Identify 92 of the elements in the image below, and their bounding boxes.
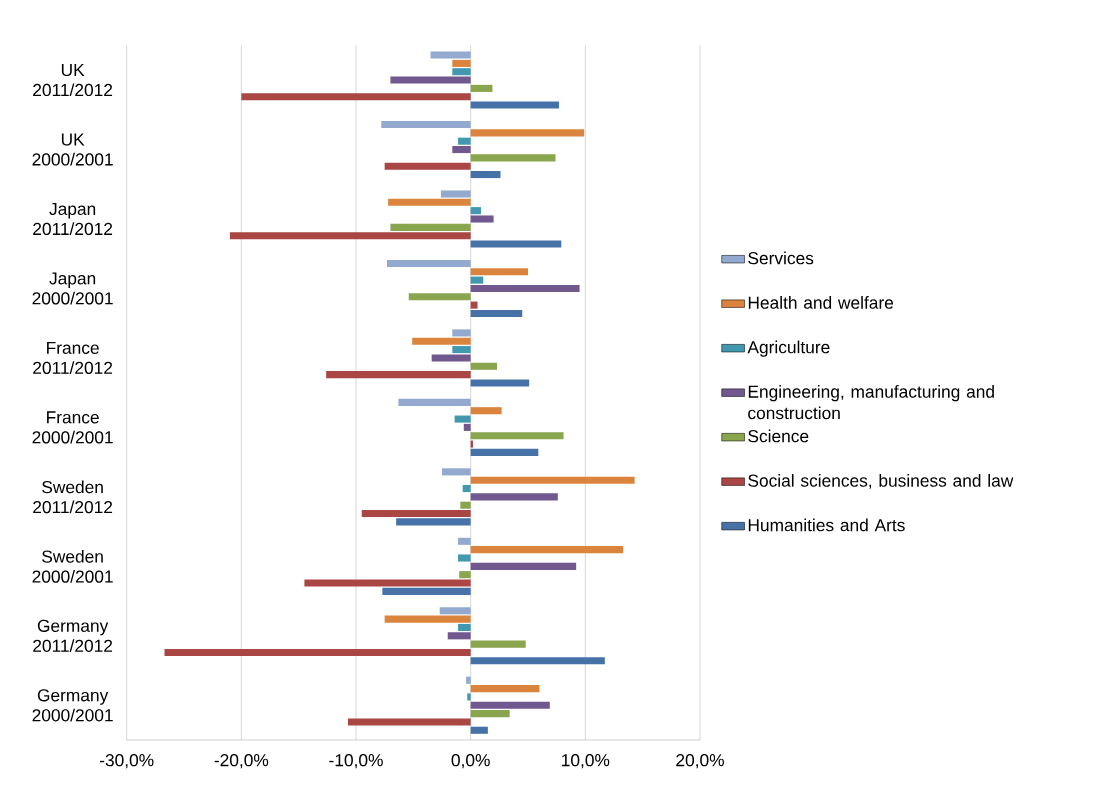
x-tick-label: -30,0% — [99, 754, 154, 769]
bar — [458, 623, 471, 632]
bar — [470, 129, 585, 137]
bar — [452, 329, 471, 337]
y-tick-label: Japan 2011/2012 — [33, 202, 113, 236]
bar — [470, 562, 577, 570]
bar — [384, 615, 471, 623]
bar — [470, 640, 526, 648]
bar — [430, 51, 471, 59]
bar — [470, 276, 484, 284]
bar — [440, 190, 471, 198]
bar — [398, 398, 471, 406]
legend-label: Health and welfare — [748, 296, 894, 309]
bar — [470, 657, 605, 665]
bar — [452, 59, 471, 67]
bar — [470, 407, 502, 415]
x-tick-label: -10,0% — [329, 754, 383, 769]
bar — [470, 154, 556, 162]
bar — [382, 587, 471, 595]
y-tick-label: Japan 2000/2001 — [32, 272, 113, 305]
y-tick-label: Sweden 2000/2001 — [32, 549, 113, 583]
bar — [466, 676, 471, 684]
bar — [229, 232, 471, 240]
y-tick-label: France 2011/2012 — [33, 341, 113, 374]
bar — [470, 726, 488, 734]
bar — [458, 537, 471, 545]
bar — [442, 468, 471, 476]
bar — [164, 648, 471, 657]
bar — [447, 632, 471, 640]
bar — [361, 510, 471, 518]
bar — [470, 268, 528, 276]
bar — [470, 379, 530, 387]
bar — [390, 76, 471, 84]
legend-label: Engineering, manufacturing and construction — [748, 385, 994, 420]
bar — [470, 476, 635, 484]
bar — [470, 84, 493, 92]
bar — [439, 607, 471, 615]
bar — [412, 337, 471, 345]
bar — [467, 693, 471, 701]
y-tick-label: France 2000/2001 — [32, 411, 113, 444]
legend-label: Humanities and Arts — [748, 518, 905, 532]
bar — [304, 579, 471, 587]
bar — [241, 93, 471, 101]
bar — [462, 484, 471, 493]
x-tick-label: 10,0% — [562, 754, 610, 769]
legend-label: Agriculture — [747, 340, 830, 357]
bar — [470, 546, 624, 554]
bar — [460, 501, 471, 509]
y-tick-label: Germany 2011/2012 — [33, 619, 113, 652]
bar — [470, 171, 501, 179]
bar — [381, 120, 471, 129]
bar — [384, 162, 471, 170]
y-tick-label: Sweden 2011/2012 — [33, 480, 113, 514]
bar — [452, 346, 471, 354]
bar — [470, 493, 558, 501]
bar — [390, 223, 471, 231]
bar — [470, 448, 539, 456]
bar — [470, 284, 580, 293]
legend-label: Services — [748, 251, 814, 265]
legend-label: Science — [748, 429, 809, 443]
bar — [452, 68, 471, 76]
legend-label: Social sciences, business and law — [748, 474, 1014, 489]
y-tick-label: UK 2000/2001 — [32, 133, 113, 166]
bar — [470, 701, 550, 709]
bar — [470, 710, 510, 718]
bar — [470, 309, 523, 318]
bar — [470, 685, 540, 693]
bar — [470, 240, 562, 248]
bar — [396, 518, 471, 526]
bar — [470, 101, 559, 109]
bar — [470, 215, 494, 223]
bar — [408, 293, 471, 301]
bar — [326, 371, 471, 379]
bar — [452, 145, 471, 154]
bar — [458, 137, 471, 145]
bar — [431, 354, 471, 362]
bar — [386, 259, 471, 267]
bar — [470, 432, 564, 440]
bar — [347, 718, 471, 726]
bar — [463, 423, 471, 431]
bar — [388, 198, 471, 206]
bar — [458, 554, 471, 562]
bar — [470, 362, 498, 370]
x-tick-label: -20,0% — [214, 754, 269, 769]
bar — [470, 207, 481, 215]
bar — [454, 415, 471, 423]
bar — [459, 571, 471, 579]
y-tick-label: UK 2011/2012 — [33, 64, 113, 97]
y-tick-label: Germany 2000/2001 — [32, 689, 113, 722]
bar — [470, 301, 478, 309]
x-tick-label: 0,0% — [451, 754, 490, 769]
x-tick-label: 20,0% — [676, 754, 724, 769]
